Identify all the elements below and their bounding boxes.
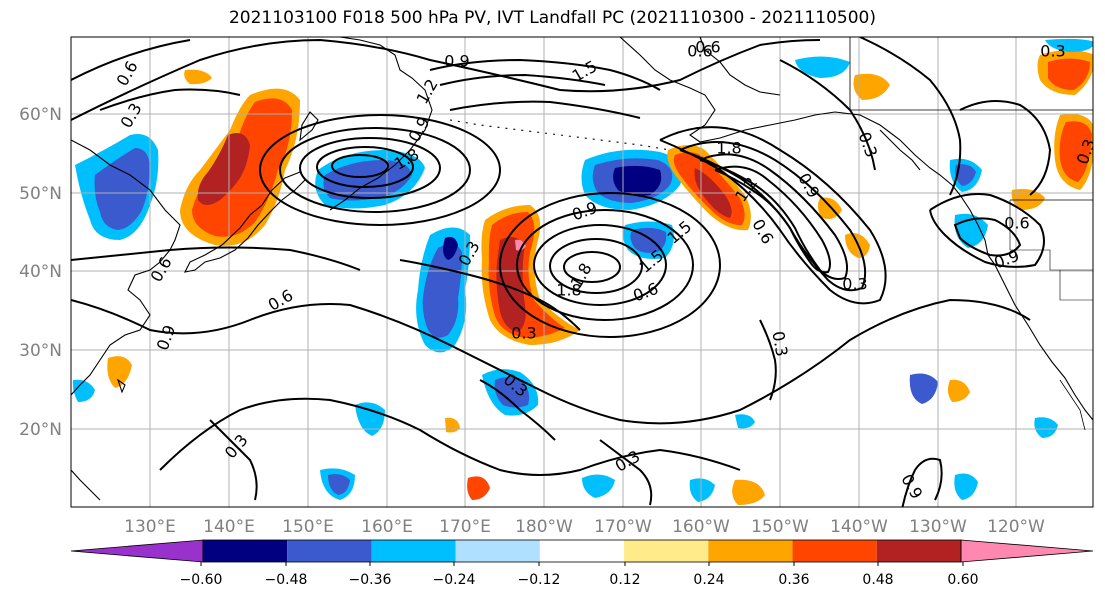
shade-region [795,56,850,78]
shade-region [947,379,970,402]
longitude-label: 170°E [439,517,491,537]
contour-label: 0.6 [687,42,712,61]
shade-region [467,476,490,500]
shaded-field [72,38,1093,505]
latitude-label: 30°N [19,341,62,361]
colorbar-tick-label: −0.24 [433,572,476,588]
contour-label: 0.3 [842,275,867,294]
latitude-labels: 60°N 50°N 40°N 30°N 20°N [19,105,62,440]
shade-region [323,160,412,201]
latitude-label: 50°N [19,184,62,204]
longitude-labels: 130°E 140°E 150°E 160°E 170°E 180°W 170°W 160°W… [124,517,1045,537]
latitude-label: 20°N [19,420,62,440]
longitude-label: 160°E [361,517,413,537]
colorbar-segment [539,540,625,562]
shade-region [515,239,526,251]
shade-region [107,356,132,388]
shade-region [630,227,667,253]
shade-region [94,148,150,230]
contour-label: 0.3 [511,324,536,343]
shade-region [732,479,765,505]
colorbar-segment [371,540,456,562]
contour-label: 1.8 [716,139,741,158]
longitude-label: 130°W [909,517,967,537]
contour-label: 0.6 [1004,214,1029,233]
colorbar-extend-min [70,539,204,563]
shade-region [496,236,526,332]
shade-region [689,478,715,502]
shade-region [355,402,385,436]
colorbar-segment [876,540,961,562]
colorbar-tick-label: −0.48 [265,572,308,588]
latitude-label: 40°N [19,262,62,282]
shade-region [613,165,662,196]
colorbar-tick-label: 0.36 [778,572,809,588]
longitude-label: 140°W [830,517,888,537]
colorbar-segment [792,540,877,562]
colorbar-segment [624,540,709,562]
shade-region [1011,189,1045,210]
contour-label: 0.3 [1073,136,1100,166]
graticule [71,37,1093,507]
shade-region [1034,417,1058,438]
shade-region [443,236,458,260]
shade-region [853,73,890,100]
map-frame [70,36,1094,508]
shade-region [582,474,615,498]
shade-region [328,474,350,495]
colorbar-tick-label: −0.36 [349,572,392,588]
longitude-label: 150°E [282,517,334,537]
shade-region [184,69,212,85]
shade-region [494,377,530,408]
shade-region [954,473,978,500]
colorbar-outline [202,539,962,563]
colorbar-tick-label: −0.12 [518,572,561,588]
shade-region [197,132,250,205]
contour-label: 0.6 [695,38,720,57]
shade-region [72,379,95,402]
contour-label: 0.3 [768,330,791,358]
longitude-label: 130°E [124,517,176,537]
contour-label: 0.3 [1040,42,1065,61]
latitude-label: 60°N [19,105,62,125]
colorbar-tick-label: 0.24 [693,572,724,588]
contour-label: 0.9 [444,52,469,71]
shade-region [1048,58,1090,90]
shade-region [955,164,976,186]
longitude-label: 120°W [987,517,1045,537]
longitude-label: 160°W [672,517,730,537]
map-title: 2021103100 F018 500 hPa PV, IVT Landfall… [228,8,876,28]
longitude-label: 140°E [203,517,255,537]
colorbar: −0.60 −0.48 −0.36 −0.24 −0.12 0.12 0.24 0.36 0.4… [70,539,1094,588]
ivt-contours [71,37,1052,507]
colorbar-segment [455,540,540,562]
colorbar-segment [287,540,372,562]
shade-region [1059,121,1092,182]
colorbar-segment [203,540,288,562]
colorbar-extend-max [960,539,1094,563]
longitude-label: 180°W [515,517,573,537]
shade-region [1045,38,1093,52]
colorbar-tick-label: 0.12 [609,572,640,588]
longitude-label: 150°W [751,517,809,537]
contour-label: 1.8 [556,281,581,300]
colorbar-tick-label: 0.48 [862,572,893,588]
colorbar-tick-label: 0.60 [947,572,978,588]
shade-region [735,414,755,429]
colorbar-tick-label: −0.60 [180,572,223,588]
shade-region [909,373,938,404]
colorbar-segment [708,540,793,562]
longitude-label: 170°W [594,517,652,537]
